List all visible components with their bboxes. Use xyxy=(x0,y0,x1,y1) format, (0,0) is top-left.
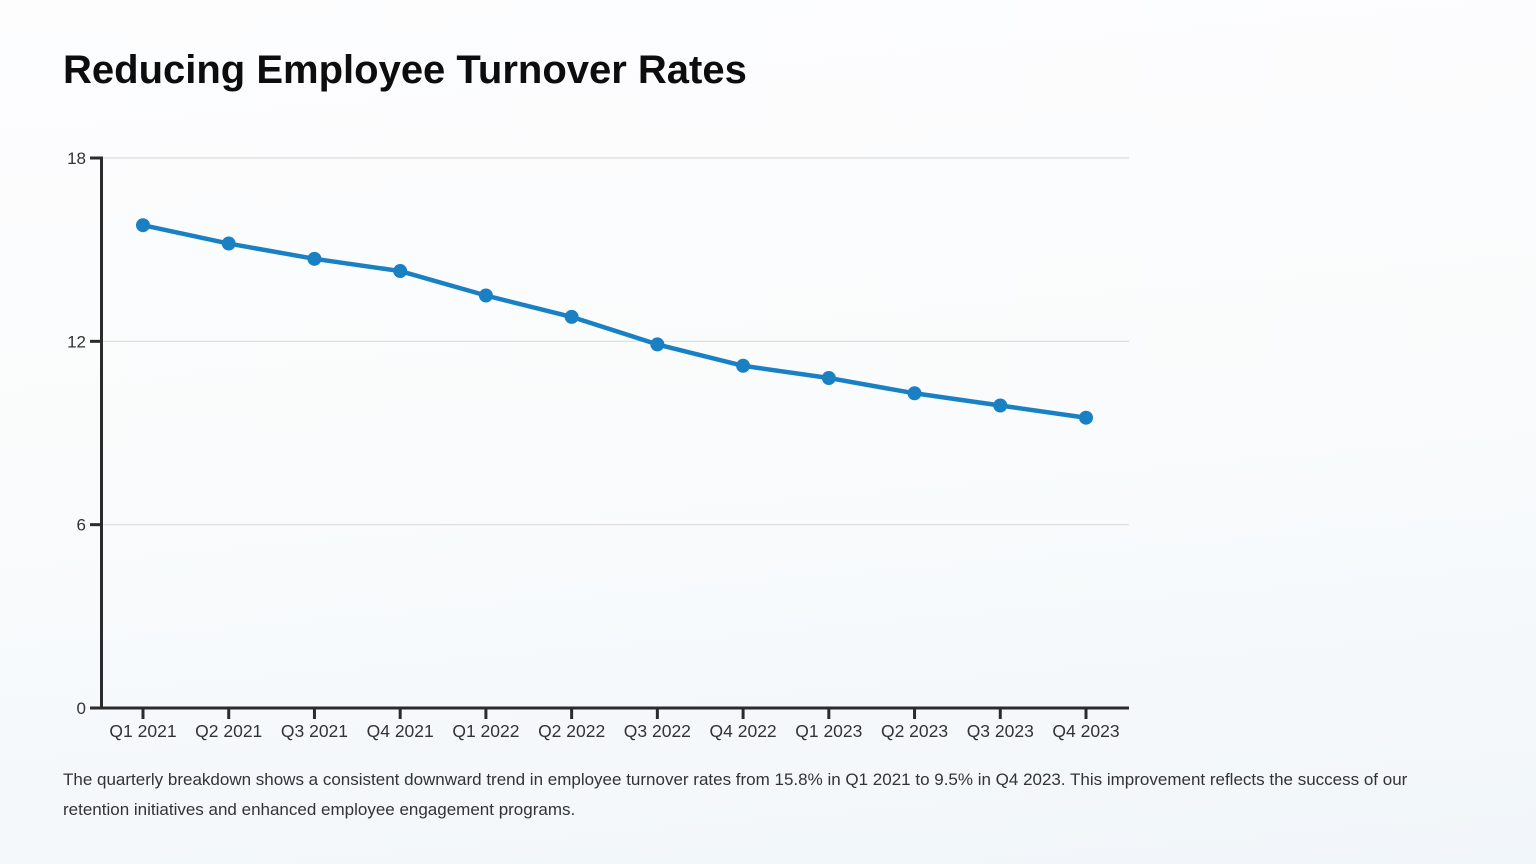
x-tick-label: Q2 2022 xyxy=(538,721,605,741)
x-tick-label: Q4 2022 xyxy=(710,721,777,741)
series-line xyxy=(140,222,1089,420)
data-point xyxy=(564,309,579,324)
data-point xyxy=(221,236,236,251)
x-axis-ticks: Q1 2021 Q2 2021 Q3 2021 Q4 2021 Q1 2022 Q2 20… xyxy=(109,709,1120,741)
data-point xyxy=(907,386,922,401)
data-point xyxy=(1079,410,1093,425)
y-tick-label: 0 xyxy=(77,699,86,718)
data-point xyxy=(821,371,836,385)
data-points xyxy=(136,218,1093,425)
x-tick-label: Q4 2021 xyxy=(367,721,434,741)
y-tick-label: 6 xyxy=(77,516,86,535)
x-tick-label: Q1 2022 xyxy=(452,721,519,741)
x-tick-label: Q1 2021 xyxy=(109,721,176,741)
x-tick-label: Q2 2021 xyxy=(195,721,262,741)
chart-caption: The quarterly breakdown shows a consiste… xyxy=(63,770,1408,819)
axes xyxy=(90,156,1129,710)
data-point xyxy=(393,264,408,279)
page-title: Reducing Employee Turnover Rates xyxy=(63,48,747,92)
x-tick-label: Q3 2021 xyxy=(281,721,348,741)
x-tick-label: Q3 2022 xyxy=(624,721,691,741)
y-axis-ticks: 0 6 12 18 xyxy=(67,149,102,718)
x-tick-label: Q2 2023 xyxy=(881,721,948,741)
y-tick-label: 18 xyxy=(67,149,86,168)
x-tick-label: Q3 2023 xyxy=(967,721,1034,741)
data-point xyxy=(993,398,1008,413)
data-point xyxy=(650,337,665,352)
y-tick-label: 12 xyxy=(67,332,86,351)
gridlines xyxy=(100,157,1129,526)
x-tick-label: Q4 2023 xyxy=(1052,721,1119,741)
x-tick-label: Q1 2023 xyxy=(795,721,862,741)
data-point xyxy=(736,358,751,373)
data-point xyxy=(307,251,322,266)
data-point xyxy=(136,218,150,233)
data-point xyxy=(478,288,493,303)
